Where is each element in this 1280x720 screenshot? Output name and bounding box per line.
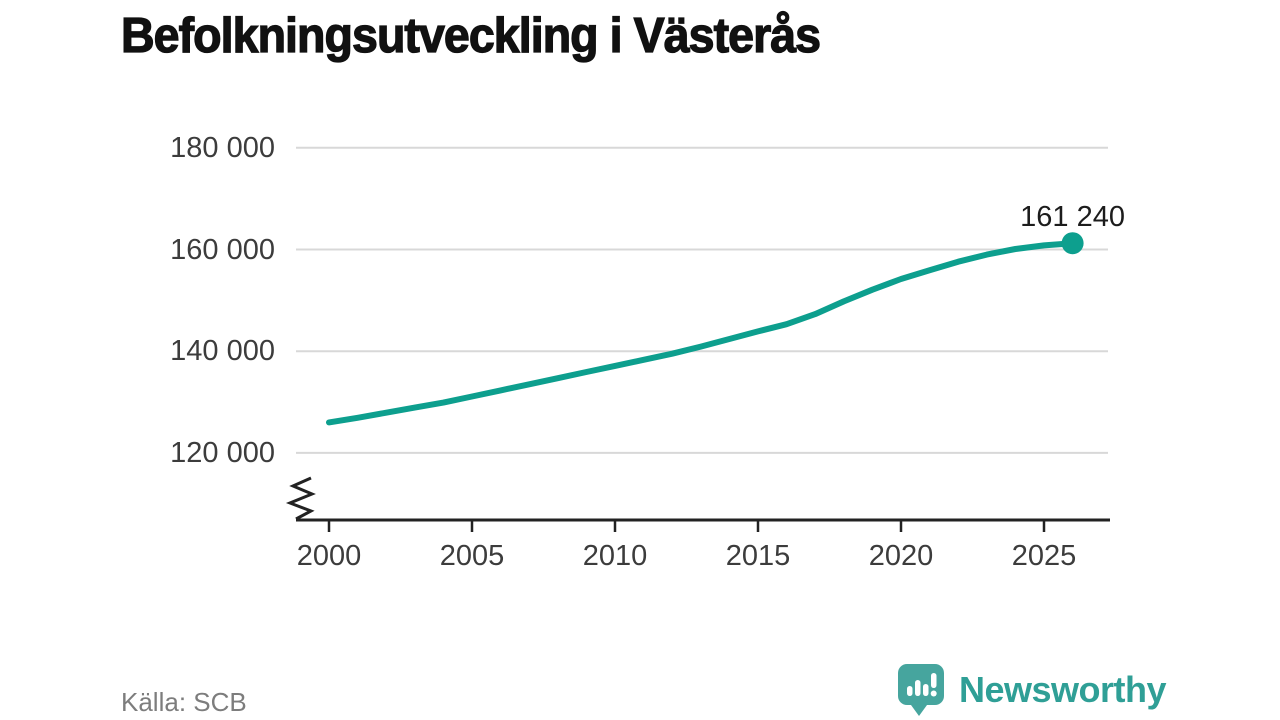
x-axis-tick-marks: [327, 520, 1046, 532]
y-tick-label: 140 000: [170, 335, 275, 368]
y-tick-label: 180 000: [170, 131, 275, 164]
y-tick-label: 160 000: [170, 233, 275, 266]
newsworthy-wordmark: Newsworthy: [959, 669, 1167, 710]
exclamation-bar: [931, 673, 937, 688]
y-tick-label: 120 000: [170, 436, 275, 469]
x-tick-label: 2025: [1011, 540, 1077, 572]
latest-point-marker: [1061, 232, 1084, 255]
speech-bubble-shape: [898, 664, 944, 716]
exclamation-dot: [930, 690, 937, 697]
x-tick-label: 2005: [439, 540, 505, 572]
population-line-series: [326, 240, 1076, 426]
source-label: Källa: SCB: [121, 687, 247, 717]
gridlines: [296, 146, 1108, 454]
bar-chart-glyph: [907, 673, 937, 697]
x-tick-label: 2020: [868, 540, 934, 572]
x-tick-label: 2000: [296, 540, 362, 572]
latest-value-label: 161 240: [1020, 201, 1125, 234]
x-tick-label: 2015: [725, 540, 791, 572]
chart-title: Befolkningsutveckling i Västerås: [120, 8, 821, 63]
newsworthy-logo: Newsworthy: [897, 663, 1167, 719]
newsworthy-logo-icon: [898, 664, 944, 716]
x-tick-label: 2010: [582, 540, 648, 572]
axis-break-zigzag-icon: [285, 476, 316, 521]
